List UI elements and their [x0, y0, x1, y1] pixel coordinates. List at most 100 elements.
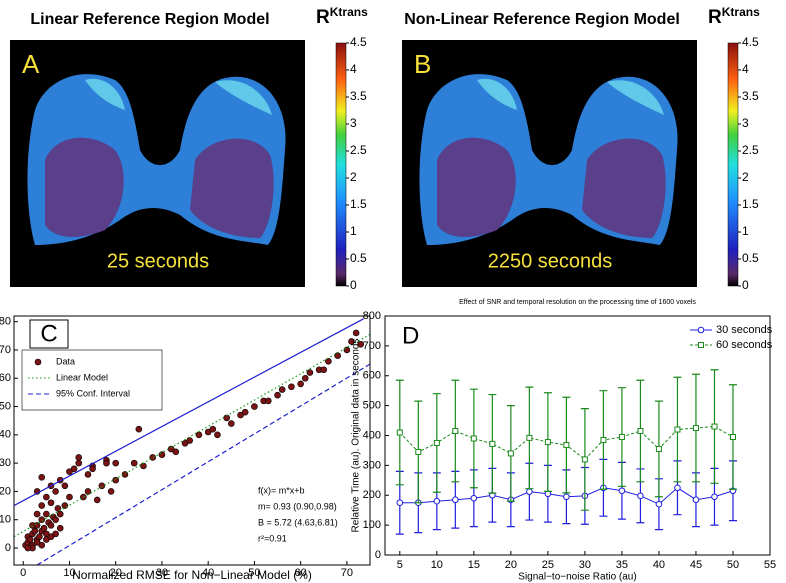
colorbar-tick-label: 2.5 [742, 143, 759, 157]
data-point [172, 448, 180, 456]
colorbar [335, 42, 347, 287]
colorbar-tick-label: 2.5 [350, 143, 367, 157]
fit-line [14, 318, 364, 507]
data-marker [692, 496, 700, 504]
fit-line [14, 333, 370, 538]
x-tick-label: 55 [764, 559, 776, 571]
y-tick-label: 70 [0, 344, 11, 356]
data-point [149, 454, 157, 461]
data-point [274, 391, 281, 399]
data-point [103, 459, 110, 467]
x-axis-label: Signal−to−noise Ratio (au) [518, 572, 636, 583]
annotation: r²=0.91 [258, 533, 287, 543]
data-marker [674, 426, 681, 433]
data-marker [581, 456, 588, 463]
colorbar-title: RKtrans [316, 5, 368, 28]
data-marker [415, 448, 422, 455]
colorbar-tick-label: 1.5 [742, 197, 759, 211]
colorbar-tick-label: 4 [742, 62, 749, 76]
data-point [61, 502, 69, 509]
data-point [70, 465, 78, 473]
data-marker [470, 494, 478, 502]
legend-marker [698, 342, 704, 348]
y-axis-label: Relative Time (au). Original data in sec… [351, 339, 362, 533]
data-point [38, 502, 46, 509]
data-marker [637, 492, 644, 500]
data-marker [433, 497, 441, 505]
data-point [186, 437, 193, 444]
colorbar-tick-label: 2 [742, 170, 749, 184]
colorbar-tick-label: 3.5 [742, 89, 759, 103]
legend-marker [34, 358, 42, 366]
data-point [209, 425, 217, 433]
axes-box [384, 315, 771, 556]
data-marker [452, 496, 459, 504]
data-point [112, 459, 120, 467]
data-point [93, 496, 101, 504]
data-marker [544, 439, 551, 446]
y-tick-label: 10 [0, 514, 11, 526]
data-point [195, 431, 203, 439]
x-tick-label: 20 [505, 559, 517, 571]
data-point [47, 499, 55, 507]
y-tick-label: 30 [0, 457, 11, 469]
data-point [98, 482, 106, 490]
data-point [140, 462, 147, 470]
data-point [38, 473, 46, 481]
colorbar-title-sup: Ktrans [330, 5, 368, 19]
data-point [36, 533, 43, 541]
data-point [26, 536, 34, 543]
colorbar-tick-label: 1 [742, 224, 749, 238]
legend-label: 60 seconds [716, 339, 773, 351]
data-point [56, 524, 64, 532]
data-marker [692, 425, 699, 432]
colorbar-title-sup: Ktrans [722, 5, 760, 19]
data-marker [711, 493, 718, 501]
data-point [52, 516, 59, 524]
data-marker [655, 500, 663, 508]
panel-label: B [414, 49, 431, 79]
x-tick-label: 40 [653, 559, 665, 571]
colorbar-tick-label: 0 [350, 278, 357, 292]
data-marker [433, 439, 440, 446]
x-tick-label: 20 [110, 567, 122, 579]
colorbar-tick-label: 4.5 [742, 35, 759, 49]
x-tick-label: 40 [202, 567, 214, 579]
legend-label: Linear Model [56, 372, 108, 382]
x-axis-label: Normalized RMSE for Non−Linear Model (%) [72, 568, 312, 582]
y-tick-label: 50 [0, 400, 11, 412]
data-point [334, 352, 341, 359]
colorbar-tick-label: 2 [350, 170, 357, 184]
y-tick-label: 200 [363, 489, 381, 501]
legend-label: 95% Conf. Interval [56, 388, 130, 398]
data-point [214, 431, 221, 439]
data-marker [526, 434, 533, 441]
legend-box [21, 349, 163, 411]
colorbar-title-base: R [316, 7, 330, 28]
x-tick-label: 50 [727, 559, 739, 571]
data-point [107, 488, 115, 495]
data-point [52, 488, 59, 495]
colorbar-tick-label: 1.5 [350, 197, 367, 211]
x-tick-label: 45 [690, 559, 702, 571]
data-marker [618, 487, 626, 495]
data-point [52, 530, 59, 538]
colorbar-tick-label: 4 [350, 62, 357, 76]
data-point [31, 527, 39, 535]
x-tick-label: 10 [63, 567, 75, 579]
colorbar-tick-label: 3 [742, 116, 749, 130]
x-tick-label: 15 [468, 559, 480, 571]
panel-title: Linear Reference Region Model [30, 11, 269, 28]
annotation: m= 0.93 (0.90,0.98) [258, 501, 337, 511]
panel-label: D [402, 322, 419, 349]
colorbar-title-base: R [708, 7, 722, 28]
data-marker [637, 428, 644, 435]
colorbar-tick-label: 0.5 [350, 251, 367, 265]
data-marker [526, 488, 533, 495]
legend-marker [697, 326, 705, 334]
data-point [29, 522, 36, 529]
panel-label-box [29, 319, 69, 349]
data-marker [452, 428, 459, 435]
data-marker [563, 493, 570, 501]
colorbar-tick-label: 3.5 [350, 89, 367, 103]
